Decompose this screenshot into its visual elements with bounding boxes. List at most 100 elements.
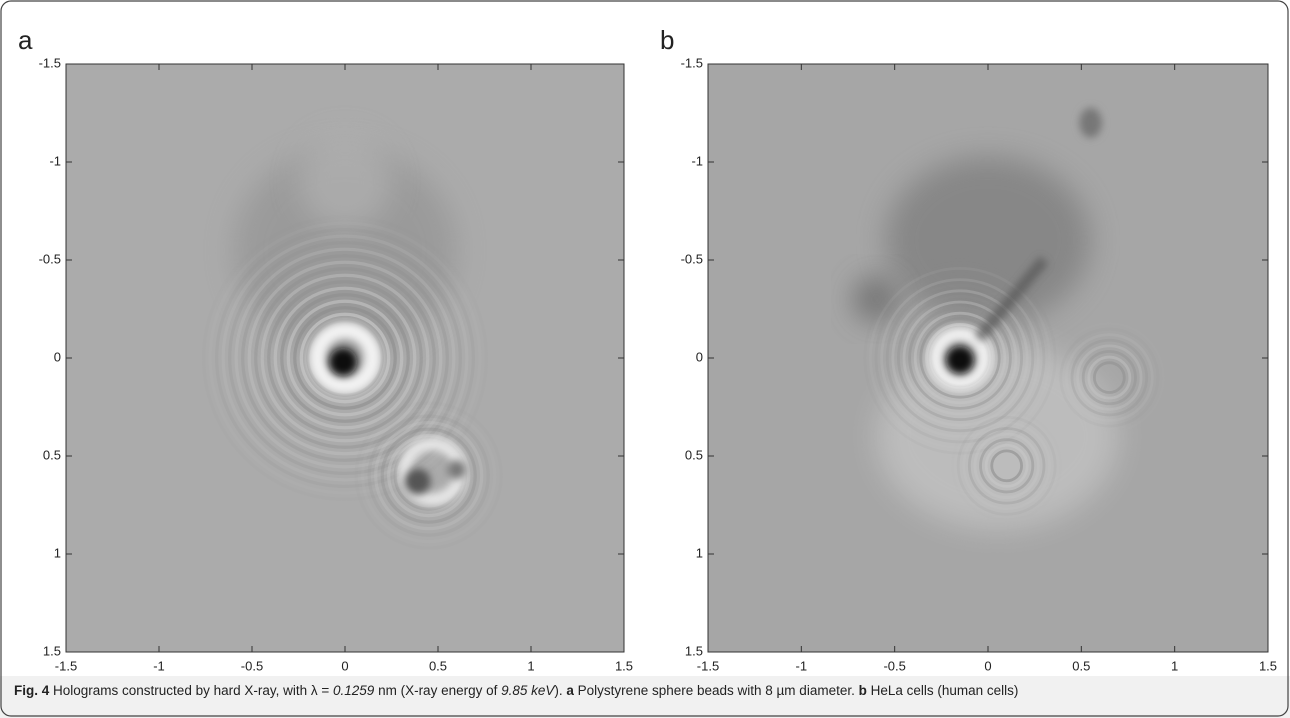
core bbox=[946, 345, 974, 374]
caption-segment: Fig. 4 bbox=[14, 683, 50, 698]
fringe bbox=[380, 427, 477, 524]
fringe bbox=[902, 300, 1018, 416]
fringe bbox=[286, 299, 404, 417]
x-tick-label: -1 bbox=[796, 658, 808, 673]
fringe bbox=[280, 293, 410, 423]
x-tick-label: -0.5 bbox=[883, 658, 905, 673]
fringe bbox=[361, 407, 497, 544]
fringe bbox=[1087, 355, 1132, 400]
core bbox=[329, 347, 358, 376]
fringe bbox=[925, 322, 996, 393]
fringe bbox=[1076, 344, 1143, 411]
caption-segment: 9.85 keV bbox=[501, 683, 555, 698]
fringe bbox=[1093, 361, 1126, 394]
shade bbox=[298, 135, 392, 229]
y-tick-label: 1 bbox=[696, 545, 703, 560]
fringe bbox=[273, 286, 417, 430]
fringe bbox=[874, 272, 1046, 444]
fringe bbox=[973, 432, 1040, 499]
caption-segment: 0.1259 bbox=[333, 683, 375, 698]
fringe bbox=[267, 280, 423, 436]
fringe bbox=[984, 443, 1029, 488]
fringe bbox=[1065, 333, 1154, 422]
y-tick-label: -1.5 bbox=[681, 55, 703, 70]
fringe bbox=[990, 449, 1024, 483]
y-tick-label: -1 bbox=[49, 153, 61, 168]
y-tick-label: -1.5 bbox=[39, 55, 61, 70]
fringe bbox=[967, 427, 1046, 505]
y-tick-label: 0.5 bbox=[43, 447, 61, 462]
y-tick-label: -0.5 bbox=[39, 251, 61, 266]
x-tick-label: 0 bbox=[341, 658, 348, 673]
x-tick-label: 0 bbox=[984, 658, 991, 673]
x-tick-label: 1.5 bbox=[615, 658, 633, 673]
fringe bbox=[919, 317, 1001, 399]
fringe bbox=[913, 311, 1007, 405]
fringe bbox=[885, 283, 1035, 433]
fringe bbox=[374, 420, 484, 531]
x-tick-label: 0.5 bbox=[429, 658, 447, 673]
core bbox=[447, 460, 466, 480]
fringe bbox=[897, 294, 1024, 421]
fringe bbox=[241, 254, 449, 462]
x-tick-label: 1 bbox=[527, 658, 534, 673]
caption: Fig. 4 Holograms constructed by hard X-r… bbox=[14, 681, 1276, 700]
shade bbox=[885, 156, 1091, 325]
panel-label: b bbox=[660, 25, 674, 55]
fringe bbox=[1070, 338, 1149, 417]
fringe bbox=[306, 319, 384, 397]
fringe bbox=[367, 414, 490, 537]
x-tick-label: -1.5 bbox=[55, 658, 77, 673]
caption-segment: Holograms constructed by hard X-ray, wit… bbox=[49, 683, 334, 698]
y-tick-label: 1 bbox=[54, 545, 61, 560]
caption-segment: a bbox=[566, 683, 574, 698]
x-tick-label: -0.5 bbox=[241, 658, 263, 673]
fringe bbox=[387, 433, 471, 518]
fringe bbox=[215, 228, 475, 488]
caption-background bbox=[0, 676, 1290, 718]
y-tick-label: 0 bbox=[696, 349, 703, 364]
y-tick-label: 1.5 bbox=[43, 643, 61, 658]
core bbox=[404, 468, 431, 495]
shade bbox=[853, 276, 899, 322]
x-tick-label: 1 bbox=[1171, 658, 1178, 673]
fringe bbox=[221, 234, 469, 482]
hologram-image bbox=[708, 64, 1268, 652]
caption-segment: b bbox=[858, 683, 867, 698]
x-tick-label: 0.5 bbox=[1072, 658, 1090, 673]
y-tick-label: 0 bbox=[54, 349, 61, 364]
caption-segment: ). bbox=[554, 683, 567, 698]
fringe bbox=[962, 421, 1052, 511]
fringe bbox=[234, 247, 456, 469]
fringe bbox=[247, 260, 443, 456]
x-tick-label: -1.5 bbox=[697, 658, 719, 673]
y-tick-label: -0.5 bbox=[681, 251, 703, 266]
fringe bbox=[208, 221, 482, 495]
y-tick-label: -1 bbox=[691, 153, 703, 168]
ring bbox=[308, 321, 382, 395]
fringe bbox=[891, 289, 1029, 427]
fringe bbox=[869, 266, 1052, 449]
fringe bbox=[880, 278, 1040, 438]
x-tick-label: -1 bbox=[153, 658, 165, 673]
y-tick-label: 1.5 bbox=[685, 643, 703, 658]
ring bbox=[928, 326, 992, 390]
caption-segment: nm (X-ray energy of bbox=[374, 683, 502, 698]
fringe bbox=[293, 306, 397, 410]
caption-segment: HeLa cells (human cells) bbox=[866, 683, 1019, 698]
x-tick-label: 1.5 bbox=[1259, 658, 1277, 673]
hologram-image bbox=[66, 64, 624, 652]
caption-segment: Polystyrene sphere beads with 8 µm diame… bbox=[573, 683, 859, 698]
fringe bbox=[228, 241, 462, 475]
y-tick-label: 0.5 bbox=[685, 447, 703, 462]
fringe bbox=[1081, 350, 1137, 406]
panel-label: a bbox=[18, 25, 33, 55]
fringe bbox=[908, 306, 1012, 410]
shade bbox=[233, 147, 457, 353]
fringe bbox=[254, 267, 436, 449]
fringe bbox=[956, 415, 1057, 516]
shade bbox=[1079, 107, 1102, 138]
